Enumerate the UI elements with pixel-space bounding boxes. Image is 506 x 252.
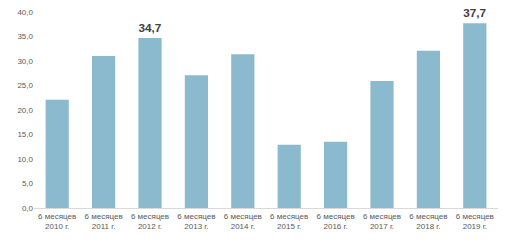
svg-text:6 месяцев2014 г.: 6 месяцев2014 г. [224,212,262,231]
svg-text:37,7: 37,7 [463,6,486,19]
svg-text:6 месяцев2013 г.: 6 месяцев2013 г. [177,212,215,231]
svg-text:6 месяцев2015 г.: 6 месяцев2015 г. [270,212,308,231]
svg-text:6 месяцев2011 г.: 6 месяцев2011 г. [85,212,123,231]
svg-text:10,0: 10,0 [17,155,33,164]
svg-text:5,0: 5,0 [22,179,34,188]
svg-text:34,7: 34,7 [138,21,161,34]
svg-text:30,0: 30,0 [17,57,33,66]
svg-text:35,0: 35,0 [17,32,33,41]
svg-text:40,0: 40,0 [17,8,33,17]
svg-text:6 месяцев2017 г.: 6 месяцев2017 г. [363,212,401,231]
svg-text:25,0: 25,0 [17,81,33,90]
svg-text:6 месяцев2016 г.: 6 месяцев2016 г. [317,212,355,231]
svg-text:6 месяцев2012 г.: 6 месяцев2012 г. [131,212,169,231]
svg-text:15,0: 15,0 [17,130,33,139]
svg-text:0,0: 0,0 [22,204,34,213]
svg-text:20,0: 20,0 [17,106,33,115]
svg-text:6 месяцев2019 г.: 6 месяцев2019 г. [456,212,494,231]
svg-text:6 месяцев2018 г.: 6 месяцев2018 г. [409,212,447,231]
svg-text:6 месяцев2010 г.: 6 месяцев2010 г. [38,212,76,231]
